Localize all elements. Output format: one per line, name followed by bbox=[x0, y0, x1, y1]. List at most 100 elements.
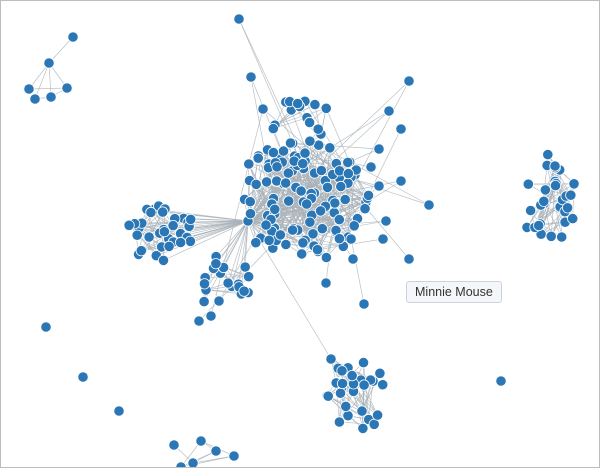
graph-node[interactable] bbox=[135, 245, 147, 257]
graph-node[interactable] bbox=[380, 215, 392, 227]
graph-node[interactable] bbox=[163, 240, 175, 252]
graph-node[interactable] bbox=[315, 164, 327, 177]
graph-node[interactable] bbox=[314, 205, 327, 217]
graph-node[interactable] bbox=[347, 253, 359, 265]
graph-node[interactable] bbox=[373, 180, 385, 192]
graph-node[interactable] bbox=[320, 277, 332, 289]
graph-node[interactable] bbox=[61, 82, 73, 94]
graph-node[interactable] bbox=[316, 223, 328, 235]
graph-node[interactable] bbox=[395, 175, 407, 187]
graph-node[interactable] bbox=[168, 439, 180, 451]
graph-node[interactable] bbox=[373, 143, 385, 155]
graph-node[interactable] bbox=[263, 234, 275, 246]
graph-node[interactable] bbox=[524, 204, 537, 217]
graph-node[interactable] bbox=[67, 31, 79, 43]
graph-node[interactable] bbox=[329, 197, 341, 209]
graph-node[interactable] bbox=[292, 97, 304, 110]
graph-node[interactable] bbox=[377, 379, 389, 391]
graph-node[interactable] bbox=[357, 422, 369, 434]
graph-node[interactable] bbox=[358, 298, 370, 310]
graph-node[interactable] bbox=[175, 236, 187, 249]
graph-node[interactable] bbox=[403, 253, 415, 265]
graph-node[interactable] bbox=[304, 216, 316, 228]
graph-node[interactable] bbox=[549, 180, 562, 192]
graph-node[interactable] bbox=[113, 405, 125, 417]
graph-node[interactable] bbox=[309, 99, 321, 111]
graph-node[interactable] bbox=[538, 195, 550, 207]
graph-node[interactable] bbox=[299, 147, 311, 159]
graph-node[interactable] bbox=[23, 83, 35, 95]
graph-node[interactable] bbox=[257, 103, 269, 115]
graph-node[interactable] bbox=[157, 254, 170, 266]
graph-node[interactable] bbox=[267, 147, 279, 159]
graph-node[interactable] bbox=[345, 233, 357, 245]
graph-node[interactable] bbox=[213, 295, 225, 307]
graph-node[interactable] bbox=[377, 233, 389, 245]
graph-node[interactable] bbox=[271, 175, 283, 187]
graph-node[interactable] bbox=[244, 196, 256, 208]
graph-node[interactable] bbox=[280, 177, 292, 189]
graph-node[interactable] bbox=[260, 176, 273, 188]
graph-node[interactable] bbox=[522, 178, 534, 190]
graph-node[interactable] bbox=[238, 285, 250, 297]
graph-node[interactable] bbox=[185, 213, 197, 225]
graph-node[interactable] bbox=[274, 229, 286, 241]
graph-node[interactable] bbox=[335, 180, 347, 193]
graph-node[interactable] bbox=[362, 189, 375, 201]
graph-node[interactable] bbox=[205, 310, 217, 322]
graph-node[interactable] bbox=[297, 158, 309, 170]
graph-node[interactable] bbox=[143, 231, 155, 243]
graph-node[interactable] bbox=[184, 235, 196, 247]
graph-node[interactable] bbox=[324, 142, 336, 154]
graph-node[interactable] bbox=[312, 123, 324, 135]
graph-node[interactable] bbox=[193, 315, 205, 327]
graph-node[interactable] bbox=[358, 379, 370, 391]
graph-node[interactable] bbox=[533, 219, 545, 232]
graph-node[interactable] bbox=[296, 248, 308, 260]
graph-node[interactable] bbox=[348, 220, 360, 232]
graph-node[interactable] bbox=[334, 387, 347, 399]
graph-node[interactable] bbox=[333, 214, 345, 226]
graph-node[interactable] bbox=[269, 203, 281, 215]
graph-node[interactable] bbox=[383, 105, 395, 117]
graph-node[interactable] bbox=[286, 224, 299, 236]
graph-node[interactable] bbox=[311, 244, 324, 256]
graph-node[interactable] bbox=[243, 158, 255, 170]
graph-node[interactable] bbox=[245, 71, 257, 83]
graph-node[interactable] bbox=[45, 91, 57, 103]
graph-node[interactable] bbox=[561, 202, 574, 214]
graph-node[interactable] bbox=[195, 435, 207, 447]
graph-node[interactable] bbox=[271, 161, 283, 173]
graph-node[interactable] bbox=[77, 371, 89, 383]
graph-node[interactable] bbox=[307, 228, 319, 240]
graph-node[interactable] bbox=[556, 231, 568, 243]
graph-node[interactable] bbox=[371, 409, 384, 421]
graph-node[interactable] bbox=[357, 356, 370, 369]
graph-node[interactable] bbox=[167, 220, 179, 232]
graph-node[interactable] bbox=[282, 167, 294, 179]
graph-node[interactable] bbox=[233, 13, 245, 25]
graph-node[interactable] bbox=[342, 168, 354, 180]
graph-node[interactable] bbox=[252, 152, 264, 164]
graph-node[interactable] bbox=[346, 369, 358, 382]
graph-node[interactable] bbox=[403, 75, 415, 87]
graph-node[interactable] bbox=[198, 278, 211, 290]
graph-node[interactable] bbox=[29, 93, 41, 105]
graph-node[interactable] bbox=[297, 237, 309, 249]
graph-node[interactable] bbox=[228, 450, 240, 462]
graph-nodes[interactable] bbox=[23, 13, 580, 467]
graph-node[interactable] bbox=[250, 237, 262, 249]
graph-node[interactable] bbox=[333, 416, 345, 428]
graph-node[interactable] bbox=[320, 102, 332, 114]
graph-node[interactable] bbox=[325, 353, 337, 365]
graph-node[interactable] bbox=[342, 156, 354, 168]
graph-node[interactable] bbox=[356, 405, 368, 417]
graph-node[interactable] bbox=[495, 375, 507, 387]
graph-node[interactable] bbox=[43, 57, 55, 69]
graph-node[interactable] bbox=[340, 400, 352, 412]
graph-node[interactable] bbox=[301, 198, 313, 210]
graph-node[interactable] bbox=[549, 160, 561, 172]
graph-node[interactable] bbox=[222, 277, 234, 289]
